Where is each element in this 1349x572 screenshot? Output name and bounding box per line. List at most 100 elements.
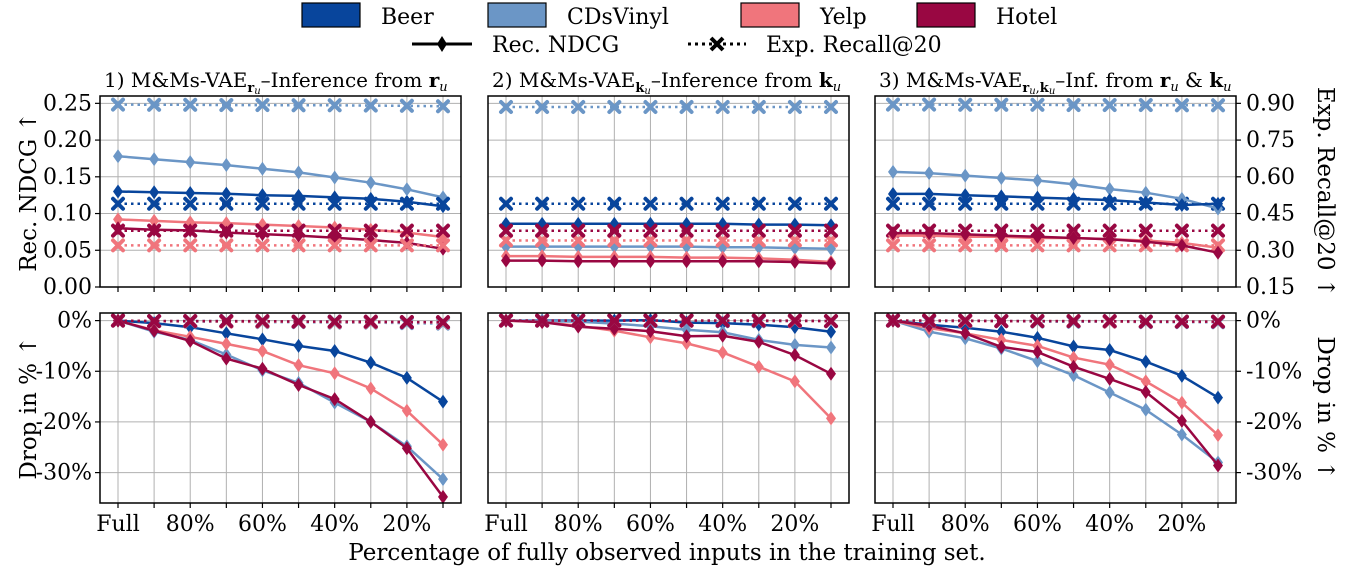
y-tick-label-left-bottom: -30% [36,461,92,486]
point-beer-rec-recall-right-axis- [1140,195,1151,210]
point-hotel-exp-recall-20-drop [922,313,937,328]
point-cdsvinyl-exp-recall-20 [499,100,513,115]
point-hotel-exp-recall-20 [787,223,802,238]
point-hotel-exp-recall-20-drop [1138,314,1153,329]
point-hotel-rec-ndcg-drop [1176,413,1187,428]
point-beer-exp-recall-20 [643,196,658,211]
point-yelp-rec-ndcg-drop [789,374,800,389]
point-cdsvinyl-rec-ndcg-drop [1140,402,1151,417]
point-cdsvinyl-exp-recall-20 [1174,98,1189,113]
point-hotel-rec-ndcg-drop [1032,345,1043,360]
point-yelp-rec-ndcg-drop [257,344,268,358]
point-beer-exp-recall-20 [436,196,450,211]
point-hotel-exp-recall-20 [1102,223,1117,238]
point-hotel-exp-recall-20-drop [1030,314,1045,329]
point-yelp-rec-ndcg [149,213,160,228]
point-hotel-exp-recall-20 [1211,223,1225,238]
legend-swatch-yelp [740,2,800,28]
point-beer-rec-recall-right-axis- [1032,190,1043,205]
point-cdsvinyl-rec-ndcg [329,170,340,185]
point-hotel-exp-recall-20-drop [499,313,513,328]
point-hotel-exp-recall-20-drop [291,314,306,329]
point-beer-exp-recall-20 [958,196,973,211]
point-hotel-rec-ndcg-drop [789,348,800,363]
point-hotel-exp-recall-20 [715,223,730,238]
point-beer-exp-recall-20 [787,196,802,211]
x-tick-label: 20% [1157,512,1206,537]
point-beer-exp-recall-20 [111,196,125,211]
legend-label-recall: Exp. Recall@20 [766,33,942,58]
point-cdsvinyl-exp-recall-20 [147,97,162,112]
point-hotel-rec-ndcg-drop [717,328,728,343]
point-hotel-exp-recall-20-drop [886,313,900,328]
point-beer-rec-ndcg-drop [1213,390,1223,405]
point-beer-rec-ndcg-drop [1176,368,1187,383]
point-cdsvinyl-exp-recall-20 [535,100,550,115]
point-hotel-exp-recall-20-drop [255,314,270,329]
point-cdsvinyl-exp-recall-20 [399,98,414,113]
point-cdsvinyl-rec-ndcg-drop [1032,354,1043,369]
point-cdsvinyl-exp-recall-20 [679,100,694,115]
point-hotel-rec-ndcg-drop [826,366,836,381]
point-beer-exp-recall-20 [363,196,378,211]
point-yelp-exp-recall-20 [499,233,513,248]
point-hotel-exp-recall-20 [607,223,622,238]
point-beer-rec-ndcg [221,186,232,201]
point-hotel-rec-ndcg-drop [149,323,160,338]
point-hotel-exp-recall-20-drop [219,314,234,329]
legend-label-yelp: Yelp [819,5,867,30]
point-hotel-rec-ndcg [645,254,656,269]
point-hotel-exp-recall-20-drop [183,314,198,329]
y-tick-label-right: 0.45 [1246,202,1295,227]
point-hotel-rec-ndcg-drop [960,326,971,341]
y-tick-label-right: 0.90 [1246,91,1295,116]
x-tick-label: 20% [382,512,431,537]
point-cdsvinyl-exp-recall-20 [643,100,658,115]
point-cdsvinyl-exp-recall-20 [922,97,937,112]
x-tick-label: 80% [166,512,215,537]
point-beer-exp-recall-20 [255,196,270,211]
point-hotel-rec-ndcg-drop [365,414,376,429]
point-beer-rec-recall-right-axis- [924,186,935,201]
point-hotel-rec-recall-right-axis- [924,226,935,241]
y-tick-label-right: 0.60 [1246,165,1295,190]
point-beer-rec-recall-right-axis- [1068,191,1079,206]
axes-frame-bottom [487,312,850,504]
y-tick-label-left-bottom: -20% [36,410,92,435]
point-hotel-exp-recall-20-drop [399,315,414,330]
point-yelp-rec-ndcg-drop [1213,428,1223,443]
point-cdsvinyl-exp-recall-20 [291,98,306,113]
point-hotel-rec-ndcg-drop [257,361,268,376]
point-cdsvinyl-rec-recall-right-axis- [996,171,1007,186]
point-beer-exp-recall-20 [922,196,937,211]
point-yelp-rec-ndcg-drop [1104,357,1115,372]
point-hotel-exp-recall-20-drop [1066,314,1081,329]
point-hotel-rec-ndcg-drop [1104,371,1115,386]
point-hotel-rec-ndcg [501,253,511,268]
point-hotel-rec-ndcg-drop [221,351,232,366]
point-yelp-exp-recall-20 [571,233,586,248]
point-cdsvinyl-exp-recall-20 [1030,97,1045,112]
point-beer-exp-recall-20 [679,196,694,211]
point-hotel-exp-recall-20 [535,223,550,238]
point-cdsvinyl-exp-recall-20 [255,98,270,113]
point-cdsvinyl-rec-ndcg [401,182,412,197]
point-hotel-exp-recall-20 [327,223,342,238]
point-cdsvinyl-exp-recall-20 [958,97,973,112]
point-beer-rec-recall-right-axis- [960,188,971,203]
point-beer-rec-recall-right-axis- [1213,196,1223,211]
point-beer-exp-recall-20 [399,196,414,211]
point-yelp-exp-recall-20 [751,233,766,248]
point-beer-rec-ndcg-drop [826,324,836,339]
point-cdsvinyl-rec-ndcg [365,175,376,190]
point-beer-exp-recall-20 [327,196,342,211]
point-hotel-rec-ndcg [537,253,548,268]
point-hotel-rec-ndcg-drop [1213,458,1223,473]
point-cdsvinyl-exp-recall-20 [715,100,730,115]
point-yelp-rec-ndcg-drop [996,332,1007,347]
point-hotel-rec-ndcg-drop [1140,385,1151,400]
panel-3: Full 80% 60% 40% 20% 3) M&Ms-VAEru,ku–Inf. fr… [871,68,1237,537]
point-hotel-rec-ndcg-drop [645,324,656,339]
point-cdsvinyl-rec-recall-right-axis- [1140,185,1151,200]
point-yelp-rec-ndcg-drop [681,336,692,351]
